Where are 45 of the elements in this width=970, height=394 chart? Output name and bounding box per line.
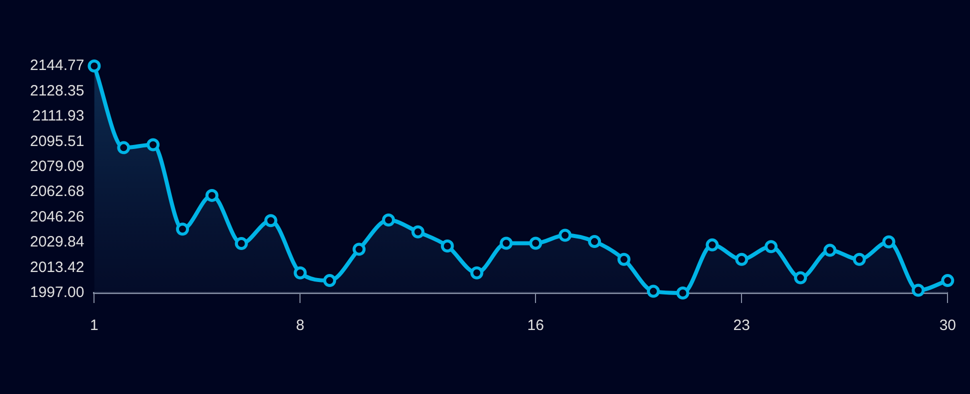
x-tick-label: 16 [527, 317, 544, 334]
point [88, 60, 101, 72]
y-tick-label: 2029.84 [30, 234, 84, 251]
y-tick-label: 2128.35 [30, 82, 84, 100]
point [176, 222, 190, 236]
point [352, 242, 366, 256]
point [205, 188, 218, 202]
x-tick-label: 23 [733, 317, 750, 334]
point [823, 244, 836, 257]
point [323, 274, 336, 288]
y-tick-label: 2046.26 [30, 208, 84, 226]
point [852, 252, 866, 266]
point [411, 225, 424, 238]
point [440, 239, 454, 252]
y-tick-label: 2111.93 [32, 108, 84, 125]
x-tick-label: 1 [90, 317, 98, 334]
point [294, 266, 307, 280]
point [794, 271, 808, 284]
y-tick-label: 2095.51 [30, 132, 84, 150]
y-tick-label: 2013.42 [30, 258, 84, 276]
point [735, 252, 748, 266]
point [529, 236, 542, 250]
point [588, 235, 602, 248]
point [882, 235, 896, 248]
x-tick-label: 8 [296, 317, 304, 334]
y-tick-label: 2062.68 [30, 183, 84, 200]
point [500, 236, 513, 250]
point [676, 286, 690, 300]
point [706, 238, 719, 252]
y-tick-label: 2079.09 [30, 158, 84, 176]
point [382, 214, 396, 227]
text: 1997.00 [30, 284, 84, 302]
point [234, 237, 248, 250]
point [617, 252, 630, 266]
point [558, 228, 572, 242]
point [264, 214, 278, 228]
y-tick-label: 2144.77 [30, 57, 84, 74]
point [912, 284, 925, 297]
point [117, 141, 130, 154]
point [764, 240, 778, 254]
point [941, 274, 954, 288]
x-tick-label: 30 [939, 317, 956, 334]
point [646, 284, 660, 298]
point [470, 266, 484, 280]
point [146, 138, 160, 152]
